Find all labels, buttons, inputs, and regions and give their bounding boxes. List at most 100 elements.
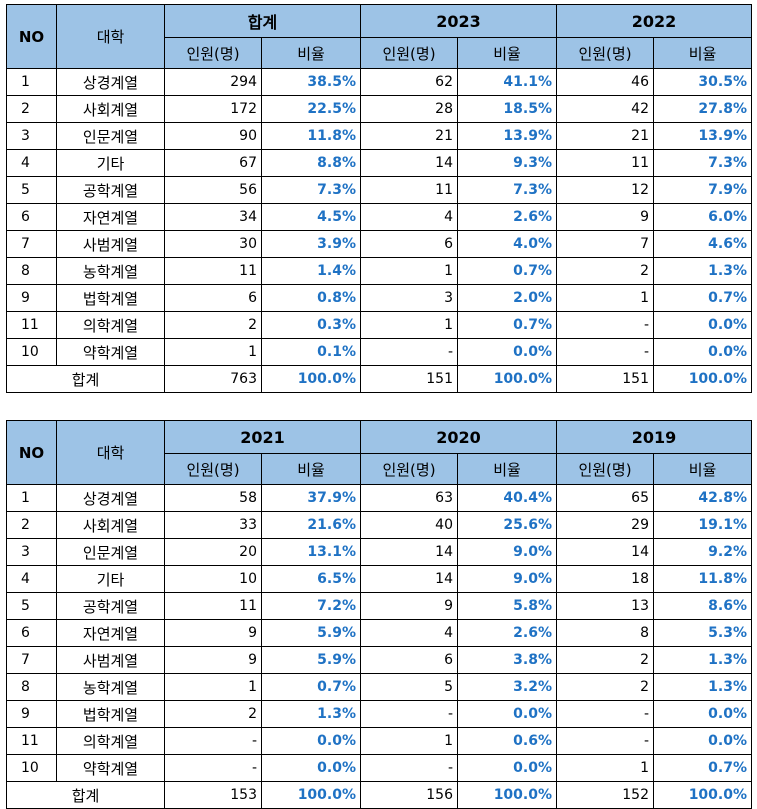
rate-cell: 13.1% [261,538,361,566]
college-name: 상경계열 [56,68,165,96]
total-rate-cell: 100.0% [261,781,361,809]
count-cell: 67 [164,149,262,177]
college-name: 자연계열 [56,619,165,647]
rate-cell: 27.8% [653,95,752,123]
count-cell: 29 [556,511,654,539]
college-name: 기타 [56,149,165,177]
count-cell: 9 [164,646,262,674]
header-year-2022: 2022 [556,4,752,38]
count-cell: 13 [556,592,654,620]
row-number: 7 [6,646,57,674]
count-cell: 33 [164,511,262,539]
college-name: 법학계열 [56,284,165,312]
rate-cell: 11.8% [653,565,752,593]
count-cell: 14 [360,565,458,593]
college-name: 공학계열 [56,592,165,620]
rate-cell: 0.6% [457,727,557,755]
count-cell: - [556,338,654,366]
row-number: 10 [6,338,57,366]
header-year-total: 합계 [164,4,361,38]
rate-cell: 4.6% [653,230,752,258]
count-cell: 20 [164,538,262,566]
row-number: 11 [6,311,57,339]
count-cell: 34 [164,203,262,231]
count-cell: 14 [556,538,654,566]
count-cell: 2 [164,700,262,728]
total-row: 합계 763 100.0% 151 100.0% 151 100.0% [6,365,752,393]
header-no: NO [6,420,57,485]
count-cell: 90 [164,122,262,150]
rate-cell: 9.0% [457,538,557,566]
count-cell: 14 [360,538,458,566]
stats-table-top: NO 대학 합계 2023 2022 인원(명) 비율 인원(명) 비율 인원(… [6,4,752,393]
count-cell: 11 [164,257,262,285]
table-row: 2 사회계열 33 21.6% 40 25.6% 29 19.1% [6,511,752,539]
rate-cell: 1.3% [653,646,752,674]
rate-cell: 7.3% [261,176,361,204]
total-rate-cell: 100.0% [653,365,752,393]
row-number: 3 [6,538,57,566]
count-cell: 8 [556,619,654,647]
total-rate-cell: 100.0% [653,781,752,809]
count-cell: 11 [164,592,262,620]
count-cell: - [556,311,654,339]
total-count-cell: 152 [556,781,654,809]
count-cell: - [360,754,458,782]
header-count: 인원(명) [556,37,654,69]
count-cell: 1 [164,338,262,366]
rate-cell: 0.7% [457,311,557,339]
college-name: 상경계열 [56,484,165,512]
rate-cell: 0.3% [261,311,361,339]
rate-cell: 13.9% [457,122,557,150]
rate-cell: 38.5% [261,68,361,96]
college-name: 농학계열 [56,673,165,701]
header-count: 인원(명) [164,453,262,485]
rate-cell: 8.8% [261,149,361,177]
count-cell: 2 [556,646,654,674]
count-cell: - [164,754,262,782]
count-cell: 2 [556,257,654,285]
rate-cell: 41.1% [457,68,557,96]
header-year-2020: 2020 [360,420,557,454]
rate-cell: 5.9% [261,646,361,674]
table-row: 4 기타 67 8.8% 14 9.3% 11 7.3% [6,149,752,177]
row-number: 9 [6,700,57,728]
count-cell: 9 [164,619,262,647]
table-row: 2 사회계열 172 22.5% 28 18.5% 42 27.8% [6,95,752,123]
count-cell: 42 [556,95,654,123]
count-cell: 56 [164,176,262,204]
header-count: 인원(명) [360,453,458,485]
rate-cell: 5.8% [457,592,557,620]
row-number: 6 [6,203,57,231]
table-row: 5 공학계열 11 7.2% 9 5.8% 13 8.6% [6,592,752,620]
table-row: 8 농학계열 1 0.7% 5 3.2% 2 1.3% [6,673,752,701]
count-cell: 11 [556,149,654,177]
rate-cell: 2.0% [457,284,557,312]
header-count: 인원(명) [164,37,262,69]
total-row: 합계 153 100.0% 156 100.0% 152 100.0% [6,781,752,809]
count-cell: 6 [360,646,458,674]
rate-cell: 0.8% [261,284,361,312]
rate-cell: 1.3% [653,673,752,701]
row-number: 1 [6,484,57,512]
table-row: 3 인문계열 20 13.1% 14 9.0% 14 9.2% [6,538,752,566]
rate-cell: 1.3% [653,257,752,285]
rate-cell: 0.0% [457,700,557,728]
total-rate-cell: 100.0% [457,365,557,393]
count-cell: 9 [556,203,654,231]
college-name: 의학계열 [56,727,165,755]
rate-cell: 40.4% [457,484,557,512]
college-name: 약학계열 [56,754,165,782]
rate-cell: 0.0% [653,727,752,755]
college-name: 약학계열 [56,338,165,366]
rate-cell: 8.6% [653,592,752,620]
count-cell: - [556,700,654,728]
table-row: 8 농학계열 11 1.4% 1 0.7% 2 1.3% [6,257,752,285]
row-number: 2 [6,95,57,123]
row-number: 8 [6,257,57,285]
table-row: 5 공학계열 56 7.3% 11 7.3% 12 7.9% [6,176,752,204]
rate-cell: 3.2% [457,673,557,701]
count-cell: 40 [360,511,458,539]
count-cell: 63 [360,484,458,512]
table-row: 1 상경계열 294 38.5% 62 41.1% 46 30.5% [6,68,752,96]
